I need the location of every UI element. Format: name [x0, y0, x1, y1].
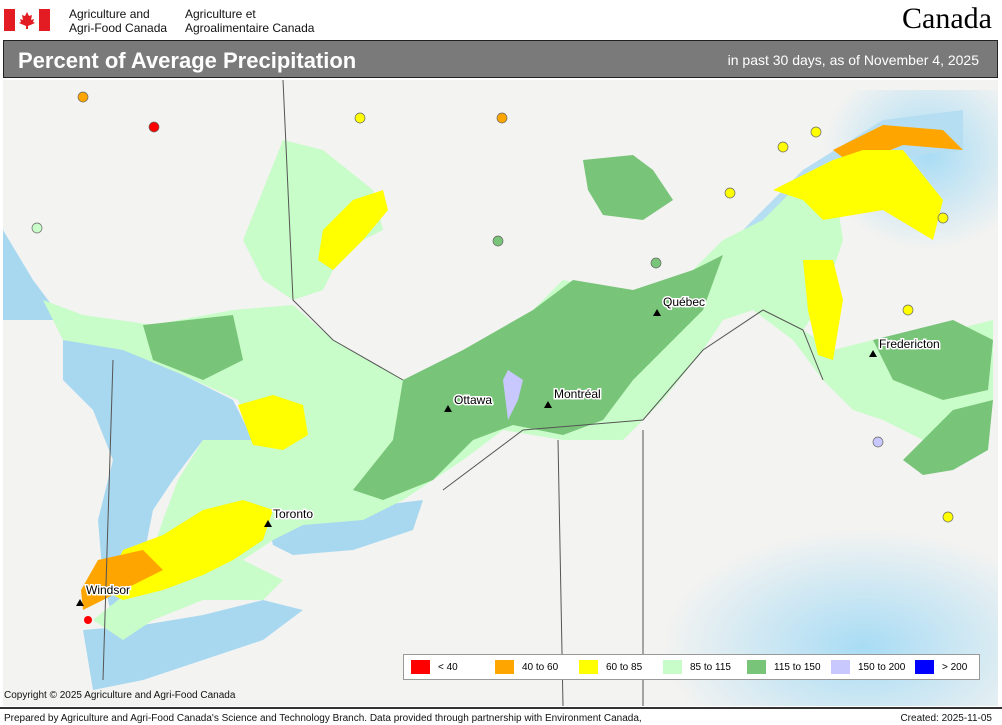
- city-toronto[interactable]: Toronto: [264, 506, 315, 527]
- legend-swatch: [411, 660, 430, 674]
- precipitation-fill: [43, 125, 993, 640]
- created-date: Created: 2025-11-05: [900, 713, 992, 724]
- legend-label: 85 to 115: [690, 661, 731, 673]
- zone-115-150-maritimes: [873, 320, 993, 400]
- dept-fr-line1: Agriculture et: [185, 7, 256, 21]
- zone-lt-40: [84, 616, 92, 624]
- legend-label: 40 to 60: [522, 661, 559, 673]
- legend-item-gt-200: > 200: [915, 660, 972, 674]
- precipitation-map[interactable]: Windsor Toronto Ottawa Montréal Québec F…: [3, 80, 998, 706]
- city-label-quebec: Québec: [663, 295, 705, 309]
- canada-flag-icon: [4, 9, 50, 31]
- city-montreal[interactable]: Montréal: [544, 386, 602, 408]
- map-title: Percent of Average Precipitation: [18, 48, 357, 73]
- city-windsor[interactable]: Windsor: [76, 582, 132, 606]
- department-name-french: Agriculture et Agroalimentaire Canada: [185, 7, 314, 35]
- city-markers: Windsor Toronto Ottawa Montréal Québec F…: [76, 294, 941, 606]
- lake-erie: [83, 600, 303, 690]
- zone-150-200: [503, 370, 523, 420]
- city-label-ottawa: Ottawa: [454, 393, 492, 407]
- legend-swatch: [915, 660, 934, 674]
- legend-item-lt-40: < 40: [411, 660, 488, 674]
- dept-fr-line2: Agroalimentaire Canada: [185, 21, 315, 35]
- legend-item-85-115: 85 to 115: [663, 660, 740, 674]
- legend-swatch: [663, 660, 682, 674]
- legend-item-40-60: 40 to 60: [495, 660, 572, 674]
- legend-swatch: [831, 660, 850, 674]
- legend-item-115-150: 115 to 150: [747, 660, 824, 674]
- zone-40-60-south: [81, 550, 163, 610]
- map-subtitle: in past 30 days, as of November 4, 2025: [727, 52, 979, 68]
- title-bar: Percent of Average Precipitation in past…: [3, 40, 998, 78]
- zone-115-150-east: [353, 255, 723, 500]
- footer-divider: [0, 707, 1002, 709]
- zone-60-85-gaspe: [773, 150, 943, 240]
- dept-en-line2: Agri-Food Canada: [69, 21, 168, 35]
- department-name-english: Agriculture and Agri-Food Canada: [69, 7, 167, 35]
- station-points: [31, 91, 954, 523]
- city-label-toronto: Toronto: [273, 507, 313, 521]
- legend-item-150-200: 150 to 200: [831, 660, 908, 674]
- zone-60-85-nb: [803, 260, 843, 360]
- header: Agriculture and Agri-Food Canada Agricul…: [0, 0, 1002, 38]
- zone-115-150-nova-scotia: [903, 400, 993, 475]
- city-label-fredericton: Fredericton: [879, 337, 940, 351]
- legend-item-60-85: 60 to 85: [579, 660, 656, 674]
- dept-en-line1: Agriculture and: [69, 7, 150, 21]
- legend-label: 60 to 85: [606, 661, 643, 673]
- boundaries: [102, 80, 824, 706]
- zone-60-85-north: [318, 190, 388, 270]
- legend-swatch: [747, 660, 766, 674]
- legend-swatch: [579, 660, 598, 674]
- zone-60-85-central: [238, 395, 308, 450]
- legend-swatch: [495, 660, 514, 674]
- city-quebec[interactable]: Québec: [653, 294, 707, 316]
- copyright: Copyright © 2025 Agriculture and Agri-Fo…: [4, 690, 236, 701]
- city-ottawa[interactable]: Ottawa: [444, 392, 494, 412]
- legend-label: 150 to 200: [858, 661, 906, 673]
- legend-label: 115 to 150: [774, 661, 821, 673]
- legend-label: > 200: [942, 661, 968, 673]
- city-label-windsor: Windsor: [86, 583, 130, 597]
- canada-wordmark: Canada: [902, 2, 992, 35]
- zone-85-115-north-nw: [243, 140, 383, 300]
- city-fredericton[interactable]: Fredericton: [869, 336, 941, 357]
- city-label-montreal: Montréal: [554, 387, 601, 401]
- lake-huron: [63, 340, 253, 620]
- legend-label: < 40: [438, 661, 458, 673]
- legend: < 40 40 to 60 60 to 85 85 to 115 115 to …: [403, 654, 980, 680]
- zone-115-150-north: [583, 155, 673, 220]
- footer-credit: Prepared by Agriculture and Agri-Food Ca…: [4, 713, 642, 724]
- zone-115-150-west: [143, 315, 243, 380]
- lake-superior: [3, 230, 63, 320]
- lake-ontario: [268, 500, 423, 555]
